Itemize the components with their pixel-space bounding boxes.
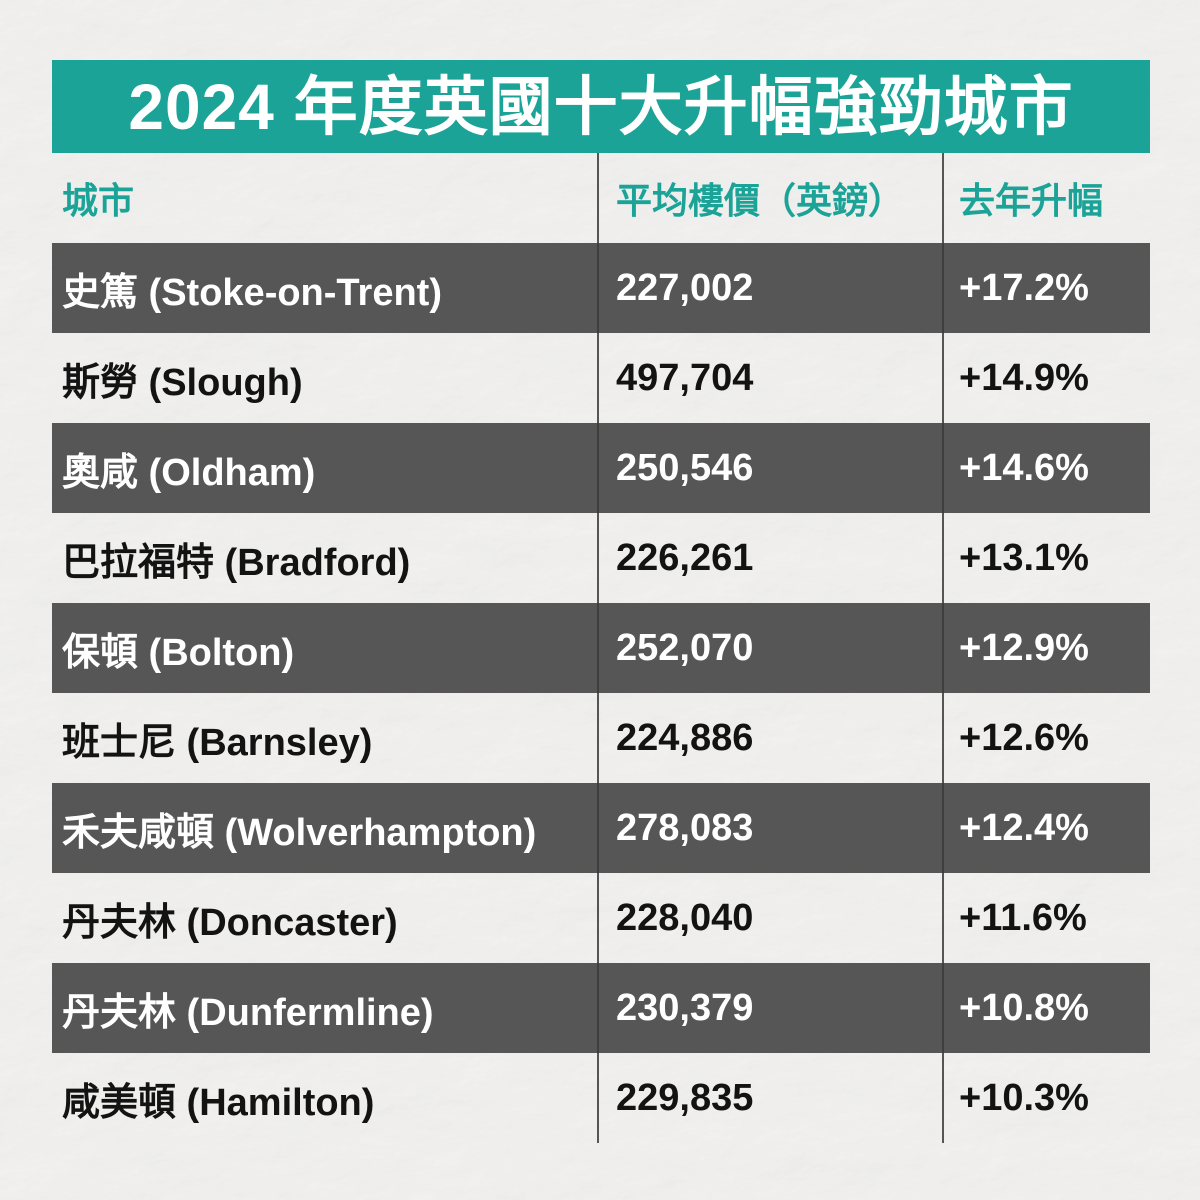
- price-table: 城市 平均樓價（英鎊） 去年升幅 史篤 (Stoke-on-Trent) 227…: [52, 153, 1150, 1143]
- price-cell: 224,886: [616, 716, 754, 759]
- table-row: 巴拉福特 (Bradford) 226,261 +13.1%: [52, 513, 1150, 603]
- city-cell: 禾夫咸頓 (Wolverhampton): [62, 811, 537, 854]
- price-cell: 252,070: [616, 626, 754, 669]
- city-cell: 奧咸 (Oldham): [62, 451, 316, 494]
- price-cell: 227,002: [616, 266, 754, 309]
- column-divider-2: [942, 153, 944, 1143]
- change-cell: +12.4%: [959, 806, 1089, 849]
- column-header-change: 去年升幅: [959, 180, 1104, 221]
- city-cell: 史篤 (Stoke-on-Trent): [62, 271, 442, 314]
- city-cell: 咸美頓 (Hamilton): [62, 1081, 375, 1124]
- column-header-price: 平均樓價（英鎊）: [616, 180, 905, 221]
- change-cell: +10.3%: [959, 1076, 1089, 1119]
- table-header-row: 城市 平均樓價（英鎊） 去年升幅: [52, 153, 1150, 243]
- table-row: 禾夫咸頓 (Wolverhampton) 278,083 +12.4%: [52, 783, 1150, 873]
- table-row: 保頓 (Bolton) 252,070 +12.9%: [52, 603, 1150, 693]
- city-cell: 丹夫林 (Doncaster): [62, 901, 398, 944]
- price-cell: 228,040: [616, 896, 754, 939]
- price-cell: 230,379: [616, 986, 754, 1029]
- city-cell: 保頓 (Bolton): [62, 631, 295, 674]
- table-row: 班士尼 (Barnsley) 224,886 +12.6%: [52, 693, 1150, 783]
- table-row: 奧咸 (Oldham) 250,546 +14.6%: [52, 423, 1150, 513]
- table-row: 咸美頓 (Hamilton) 229,835 +10.3%: [52, 1053, 1150, 1143]
- city-cell: 斯勞 (Slough): [62, 361, 303, 404]
- table-row: 斯勞 (Slough) 497,704 +14.9%: [52, 333, 1150, 423]
- title-banner: 2024 年度英國十大升幅強勁城市: [52, 60, 1150, 153]
- price-cell: 229,835: [616, 1076, 754, 1119]
- change-cell: +17.2%: [959, 266, 1089, 309]
- table-row: 史篤 (Stoke-on-Trent) 227,002 +17.2%: [52, 243, 1150, 333]
- change-cell: +11.6%: [959, 896, 1087, 939]
- price-cell: 497,704: [616, 356, 754, 399]
- change-cell: +14.9%: [959, 356, 1089, 399]
- table-row: 丹夫林 (Dunfermline) 230,379 +10.8%: [52, 963, 1150, 1053]
- price-cell: 250,546: [616, 446, 754, 489]
- change-cell: +13.1%: [959, 536, 1089, 579]
- change-cell: +10.8%: [959, 986, 1089, 1029]
- change-cell: +12.9%: [959, 626, 1089, 669]
- price-cell: 226,261: [616, 536, 754, 579]
- change-cell: +12.6%: [959, 716, 1089, 759]
- column-header-city: 城市: [62, 180, 135, 221]
- city-cell: 班士尼 (Barnsley): [62, 721, 373, 764]
- price-cell: 278,083: [616, 806, 754, 849]
- page-title: 2024 年度英國十大升幅強勁城市: [128, 70, 1074, 143]
- table-row: 丹夫林 (Doncaster) 228,040 +11.6%: [52, 873, 1150, 963]
- change-cell: +14.6%: [959, 446, 1089, 489]
- city-cell: 丹夫林 (Dunfermline): [62, 991, 434, 1034]
- table-body: 史篤 (Stoke-on-Trent) 227,002 +17.2% 斯勞 (S…: [52, 243, 1150, 1143]
- column-divider-1: [597, 153, 599, 1143]
- city-cell: 巴拉福特 (Bradford): [62, 541, 411, 584]
